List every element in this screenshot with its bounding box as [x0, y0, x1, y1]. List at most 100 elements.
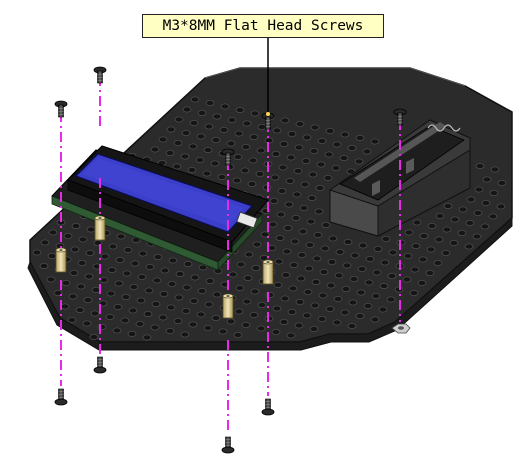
plate-hole	[272, 127, 282, 134]
plate-hole	[309, 325, 319, 332]
plate-hole	[180, 153, 190, 160]
plate-hole	[248, 157, 258, 164]
plate-hole	[268, 221, 278, 228]
plate-hole	[288, 285, 298, 292]
plate-hole	[233, 331, 243, 338]
plate-hole	[257, 301, 267, 308]
plate-hole	[370, 138, 380, 145]
plate-hole	[127, 330, 137, 337]
plate-hole	[195, 156, 205, 163]
plate-hole	[450, 216, 460, 223]
plate-hole	[144, 287, 154, 294]
plate-hole	[318, 292, 328, 299]
plate-hole	[386, 296, 396, 303]
plate-hole	[136, 297, 146, 304]
plate-hole	[160, 267, 170, 274]
plate-hole	[307, 194, 317, 201]
plate-hole	[475, 162, 485, 169]
plate-hole	[295, 121, 305, 128]
plate-hole	[115, 256, 125, 263]
plate-hole	[378, 306, 388, 313]
plate-hole	[474, 186, 484, 193]
plate-hole	[316, 161, 326, 168]
plate-hole	[205, 100, 215, 107]
plate-hole	[257, 124, 267, 131]
plate-hole	[357, 265, 367, 272]
plate-hole	[135, 320, 145, 327]
plate-hole	[335, 248, 345, 255]
screw-callout-label: M3*8MM Flat Head Screws	[142, 14, 384, 38]
plate-hole	[198, 264, 208, 271]
plate-hole	[130, 260, 140, 267]
plate-hole	[286, 332, 296, 339]
plate-hole	[105, 313, 115, 320]
flat-head-screw-icon	[221, 436, 235, 454]
plate-hole	[234, 130, 244, 137]
hex-standoff-icon	[222, 293, 234, 319]
plate-hole	[278, 164, 288, 171]
plate-hole	[181, 307, 191, 314]
plate-hole	[167, 280, 177, 287]
plate-hole	[189, 297, 199, 304]
plate-hole	[32, 249, 42, 256]
plate-hole	[212, 113, 222, 120]
plate-hole	[233, 153, 243, 160]
plate-hole	[373, 245, 383, 252]
plate-hole	[365, 255, 375, 262]
plate-hole	[217, 173, 227, 180]
plate-hole	[158, 314, 168, 321]
plate-hole	[243, 274, 253, 281]
plate-hole	[303, 288, 313, 295]
plate-hole	[298, 228, 308, 235]
plate-hole	[410, 266, 420, 273]
plate-hole	[457, 229, 467, 236]
plate-hole	[46, 276, 56, 283]
plate-hole	[289, 261, 299, 268]
plate-hole	[121, 293, 131, 300]
plate-hole	[159, 290, 169, 297]
plate-hole	[99, 276, 109, 283]
plate-hole	[349, 275, 359, 282]
plate-hole	[443, 202, 453, 209]
plate-hole	[417, 279, 427, 286]
plate-hole	[294, 322, 304, 329]
plate-hole	[82, 320, 92, 327]
plate-hole	[180, 331, 190, 338]
plate-hole	[419, 232, 429, 239]
plate-hole	[496, 203, 506, 210]
plate-hole	[143, 310, 153, 317]
plate-hole	[71, 222, 81, 229]
plate-hole	[60, 303, 70, 310]
plate-hole	[187, 166, 197, 173]
plate-hole	[255, 170, 265, 177]
plate-hole	[183, 260, 193, 267]
plate-hole	[150, 146, 160, 153]
plate-hole	[340, 309, 350, 316]
plate-hole	[197, 287, 207, 294]
plate-hole	[284, 201, 294, 208]
plate-hole	[251, 264, 261, 271]
plate-hole	[354, 158, 364, 165]
plate-hole	[129, 283, 139, 290]
plate-hole	[250, 110, 260, 117]
plate-hole	[464, 243, 474, 250]
plate-hole	[68, 293, 78, 300]
plate-hole	[89, 333, 99, 340]
plate-hole	[332, 141, 342, 148]
plate-hole	[325, 127, 335, 134]
plate-hole	[362, 148, 372, 155]
plate-hole	[304, 265, 314, 272]
plate-hole	[355, 134, 365, 141]
plate-hole	[227, 117, 237, 124]
plate-hole	[196, 311, 206, 318]
plate-hole	[173, 317, 183, 324]
callout-anchor-dot	[266, 112, 270, 116]
plate-hole	[181, 129, 191, 136]
plate-hole	[120, 317, 130, 324]
plate-hole	[260, 231, 270, 238]
plate-hole	[363, 302, 373, 309]
plate-hole	[226, 318, 236, 325]
plate-hole	[427, 222, 437, 229]
flat-head-screw-icon	[54, 100, 68, 118]
